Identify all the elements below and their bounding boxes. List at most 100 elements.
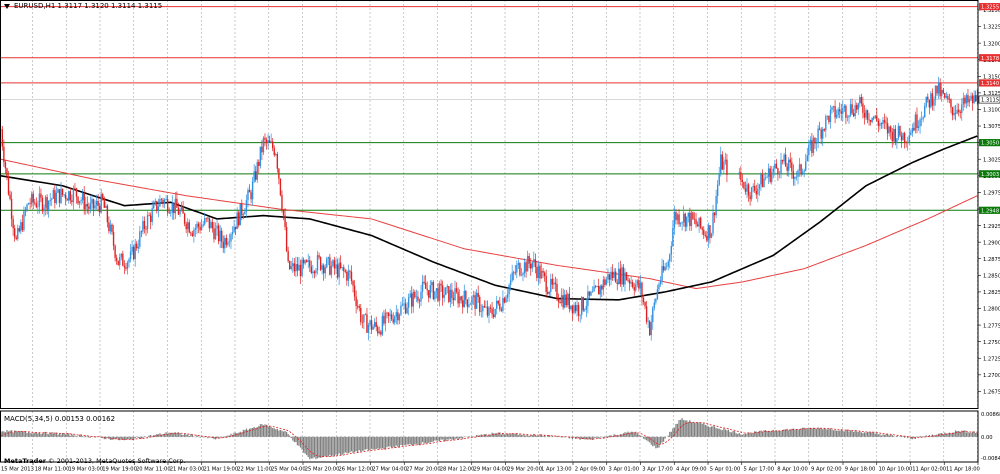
candle-body	[971, 95, 974, 104]
candle-body	[242, 214, 245, 216]
candle-body	[68, 191, 70, 201]
candle-body	[111, 224, 113, 233]
candle-body	[914, 114, 917, 131]
candle-body	[959, 112, 961, 113]
candle-body	[60, 188, 62, 203]
candle-body	[713, 212, 716, 216]
candle-body	[264, 137, 266, 140]
candle-body	[931, 93, 934, 106]
candle-body	[678, 214, 680, 225]
candle-body	[803, 170, 805, 173]
candle-body	[939, 82, 941, 97]
candle-body	[865, 110, 867, 118]
candle-body	[928, 99, 931, 108]
candle-body	[686, 216, 688, 227]
candle-body	[390, 314, 393, 320]
candle-body	[477, 292, 479, 297]
candle-body	[893, 128, 895, 142]
chart-arrow-icon	[4, 3, 10, 9]
candle-body	[543, 272, 546, 277]
candle-body	[740, 172, 742, 181]
chart-frame	[0, 0, 979, 463]
candle-body	[153, 203, 155, 209]
candle-body	[710, 233, 713, 238]
candle-body	[645, 306, 648, 322]
candle-body	[27, 203, 30, 205]
candle-body	[851, 104, 853, 114]
candle-body	[346, 272, 348, 281]
candle-body	[236, 212, 238, 230]
candle-body	[312, 271, 314, 273]
x-tick-label: 11 Apr 18:00	[946, 467, 980, 473]
candle-body	[182, 206, 184, 214]
candle-body	[573, 305, 575, 314]
candle-body	[335, 264, 337, 269]
candle-body	[37, 206, 39, 208]
candle-body	[647, 321, 649, 322]
candle-body	[426, 288, 428, 291]
candle-body	[556, 283, 558, 299]
candle-body	[145, 228, 147, 230]
candle-body	[506, 294, 509, 298]
candle-body	[503, 298, 506, 303]
candle-body	[744, 188, 747, 192]
candle-body	[673, 211, 676, 229]
candle-body	[378, 331, 380, 334]
candle-body	[662, 266, 665, 271]
candle-body	[148, 215, 150, 217]
candle-body	[377, 326, 379, 334]
candle-body	[633, 287, 635, 291]
candle-body	[80, 200, 82, 202]
candle-body	[842, 108, 844, 114]
candle-body	[873, 117, 875, 119]
candle-body	[749, 195, 751, 200]
candle-body	[658, 284, 660, 290]
candle-body	[466, 299, 469, 307]
candle-body	[302, 259, 305, 264]
candle-body	[962, 97, 965, 105]
candle-body	[108, 222, 110, 232]
candle-body	[480, 311, 482, 312]
y-tick-label: 1.2875	[983, 257, 1000, 263]
y-tick-label: 1.2675	[983, 390, 1000, 396]
x-tick-label: 5 Apr 01:00	[710, 467, 741, 473]
candle-body	[180, 206, 183, 211]
candle-body	[224, 237, 226, 249]
x-tick-label: 21 Mar 03:00	[170, 467, 205, 473]
candle-body	[103, 199, 105, 208]
candle-body	[211, 222, 214, 229]
y-tick-label: 1.2775	[983, 323, 1000, 329]
candle-body	[957, 109, 960, 113]
candle-body	[403, 303, 405, 305]
candle-body	[431, 282, 433, 286]
candle-body	[35, 203, 38, 208]
candle-body	[245, 200, 248, 212]
x-tick-label: 19 Mar 03:00	[69, 467, 104, 473]
candle-body	[307, 260, 309, 262]
candle-body	[434, 291, 436, 300]
candle-body	[415, 296, 418, 298]
candle-body	[321, 265, 323, 270]
candle-body	[587, 291, 589, 306]
candle-body	[258, 161, 260, 166]
candle-body	[956, 109, 958, 114]
candle-body	[1, 129, 4, 147]
candle-body	[458, 296, 461, 304]
candle-body	[123, 265, 126, 268]
candle-body	[874, 115, 876, 119]
candle-body	[764, 177, 767, 179]
candle-body	[194, 228, 197, 230]
candle-body	[604, 279, 606, 285]
candle-body	[970, 95, 972, 100]
candle-body	[499, 303, 501, 310]
candle-body	[502, 298, 504, 311]
candle-body	[120, 253, 122, 258]
candle-body	[190, 232, 192, 234]
level-label: 1.3255	[981, 5, 999, 11]
candle-body	[330, 265, 333, 275]
candle-body	[834, 106, 836, 118]
candle-body	[171, 202, 173, 213]
chart-header: EURUSD,H1 1.3117 1.3120 1.3114 1.3115	[4, 2, 162, 10]
candle-body	[288, 261, 291, 269]
